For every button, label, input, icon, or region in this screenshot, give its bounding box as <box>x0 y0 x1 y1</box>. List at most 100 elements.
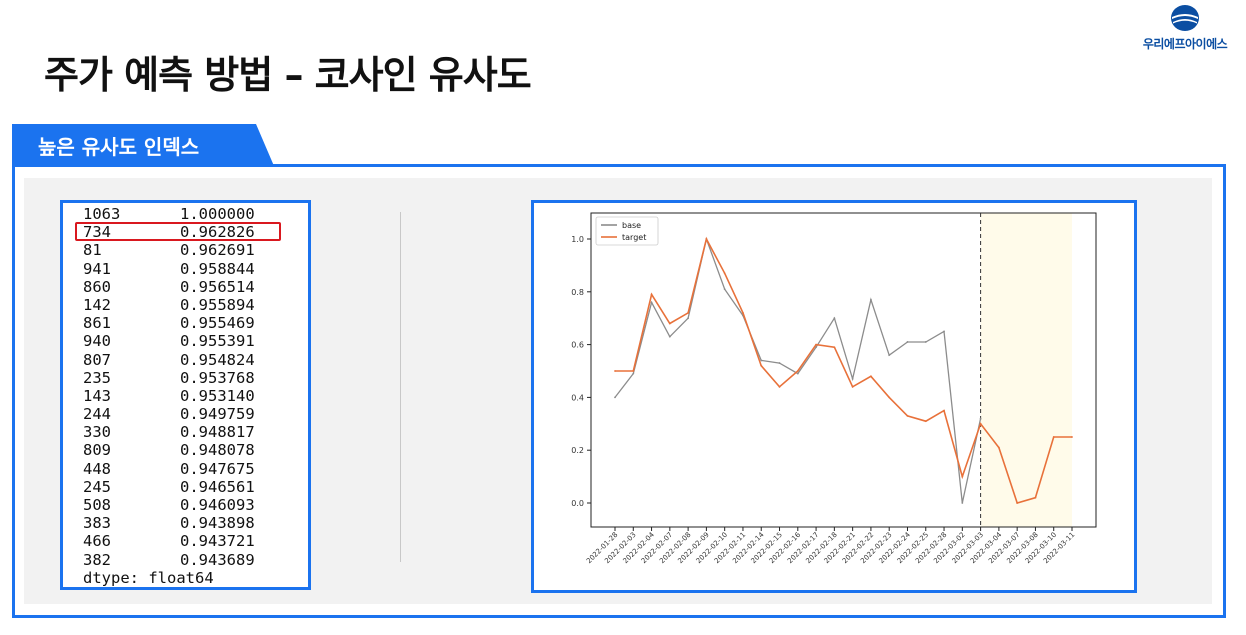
data-point-target <box>961 475 964 478</box>
data-point-target <box>723 272 726 275</box>
data-point-target <box>778 385 781 388</box>
data-point-target <box>687 312 690 314</box>
data-point-base <box>796 372 799 375</box>
series-row: 330 0.948817 <box>83 423 255 441</box>
data-point-target <box>760 364 763 367</box>
data-point-base <box>924 341 927 343</box>
data-point-target <box>796 370 799 372</box>
data-point-base <box>687 317 690 320</box>
data-point-target <box>979 422 982 425</box>
data-point-target <box>1034 496 1037 499</box>
series-row: 81 0.962691 <box>83 241 255 259</box>
series-value: 0.955469 <box>180 314 255 333</box>
series-index: 809 <box>83 441 111 460</box>
series-value: 0.958844 <box>180 259 255 278</box>
y-tick-label: 0.6 <box>571 341 584 350</box>
y-tick-label: 0.2 <box>571 446 584 455</box>
series-value: 0.956514 <box>180 277 255 296</box>
data-point-base <box>888 354 891 357</box>
data-point-target <box>614 370 616 372</box>
data-point-base <box>870 298 872 301</box>
data-point-base <box>906 341 909 343</box>
data-point-target <box>906 414 909 417</box>
series-value: 0.946093 <box>180 496 255 514</box>
legend-label-base: base <box>622 221 641 230</box>
logo-emblem-icon <box>1171 5 1199 31</box>
series-index: 383 <box>83 514 111 533</box>
data-point-target <box>851 385 854 388</box>
series-row: 861 0.955469 <box>83 314 255 332</box>
data-point-target <box>815 343 817 346</box>
series-value: 0.949759 <box>180 405 255 424</box>
y-tick-label: 0.4 <box>571 393 584 402</box>
logo-text: 우리에프아이에스 <box>1142 37 1228 51</box>
series-value: 0.962826 <box>180 223 255 242</box>
data-point-target <box>668 322 671 325</box>
company-logo: 우리에프아이에스 <box>1126 4 1244 52</box>
data-point-target <box>650 293 653 296</box>
data-point-base <box>614 396 616 399</box>
series-row: 809 0.948078 <box>83 441 255 459</box>
series-value: 0.946561 <box>180 477 255 496</box>
series-row: 382 0.943689 <box>83 551 255 569</box>
series-list: 1063 1.000000 734 0.962826 81 0.962691 941 0.95… <box>83 205 255 587</box>
series-index: 142 <box>83 295 111 314</box>
data-point-base <box>979 417 982 420</box>
series-row: 466 0.943721 <box>83 532 255 550</box>
section-tab: 높은 유사도 인덱스 <box>12 124 274 166</box>
data-point-target <box>924 420 927 423</box>
series-row: 940 0.955391 <box>83 332 255 350</box>
data-point-target <box>742 312 744 314</box>
series-value: 0.943689 <box>180 550 255 569</box>
chart-container: 0.0 0.2 0.4 0.6 0.8 1.0 2022-01-28 2022-02-03 20… <box>531 200 1137 593</box>
series-index: 244 <box>83 405 111 424</box>
series-value: 0.953140 <box>180 386 255 405</box>
forecast-region <box>980 213 1072 527</box>
series-row: 143 0.953140 <box>83 387 255 405</box>
series-row: 860 0.956514 <box>83 278 255 296</box>
series-index: 81 <box>83 241 102 260</box>
series-value: 0.962691 <box>180 241 255 260</box>
series-index: 448 <box>83 459 111 478</box>
series-value: 0.947675 <box>180 459 255 478</box>
data-point-base <box>632 372 635 375</box>
data-point-target <box>888 396 891 399</box>
legend-label-target: target <box>622 233 646 242</box>
series-index: 245 <box>83 477 111 496</box>
series-index: 940 <box>83 332 111 351</box>
y-tick-label: 0.8 <box>571 288 584 297</box>
data-point-target <box>833 346 836 349</box>
data-point-target <box>997 446 1000 449</box>
series-index: 466 <box>83 532 111 551</box>
series-value: 1.000000 <box>180 205 255 223</box>
series-index: 734 <box>83 223 111 242</box>
data-point-target <box>1071 436 1073 438</box>
series-index: 382 <box>83 550 111 569</box>
series-row: 1063 1.000000 <box>83 205 255 223</box>
similarity-series-output: 1063 1.000000 734 0.962826 81 0.962691 941 0.95… <box>60 200 311 590</box>
data-point-base <box>650 301 653 304</box>
data-point-base <box>815 346 817 349</box>
series-line-target <box>615 236 1072 504</box>
highlight-box <box>75 222 281 241</box>
data-point-base <box>851 378 854 380</box>
series-index: 508 <box>83 496 111 514</box>
series-row: 235 0.953768 <box>83 369 255 387</box>
series-row: 383 0.943898 <box>83 514 255 532</box>
series-value: 0.955894 <box>180 295 255 314</box>
series-index: 143 <box>83 386 111 405</box>
series-row: 142 0.955894 <box>83 296 255 314</box>
data-point-target <box>943 409 945 412</box>
series-row: 245 0.946561 <box>83 478 255 496</box>
data-point-target <box>1016 502 1019 504</box>
data-point-target <box>1052 436 1055 438</box>
series-row: 734 0.962826 <box>83 223 255 241</box>
series-index: 807 <box>83 350 111 369</box>
series-index: 861 <box>83 314 111 333</box>
section-tab-label: 높은 유사도 인덱스 <box>38 135 200 159</box>
series-dtype: dtype: float64 <box>83 568 214 587</box>
series-value: 0.955391 <box>180 332 255 351</box>
data-point-base <box>760 359 763 362</box>
series-row: 244 0.949759 <box>83 405 255 423</box>
divider <box>400 212 401 562</box>
